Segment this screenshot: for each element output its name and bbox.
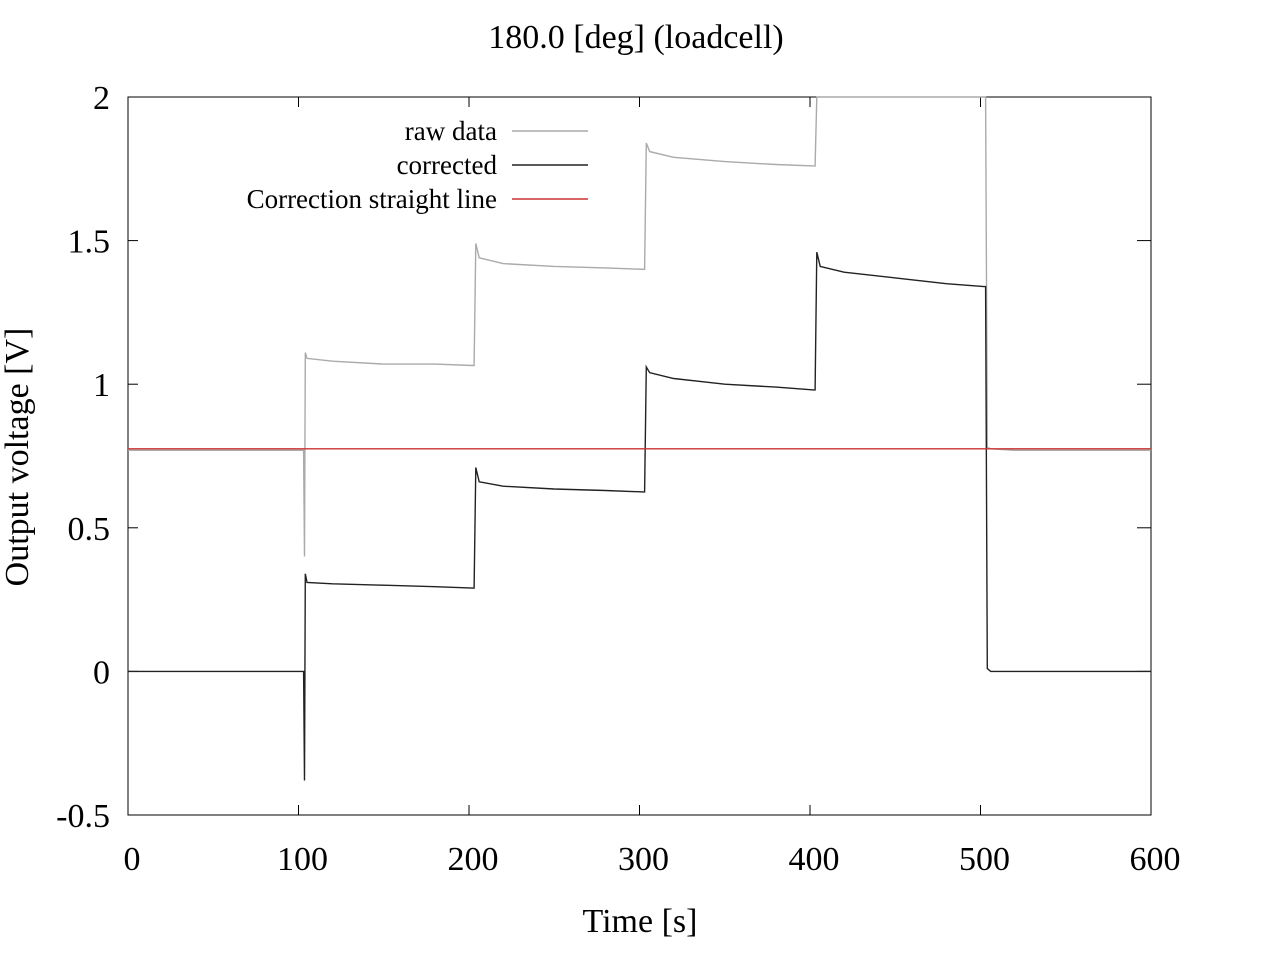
- y-tick-label: -0.5: [56, 798, 110, 835]
- y-axis-label: Output voltage [V]: [0, 328, 36, 587]
- x-tick-label: 100: [277, 841, 328, 878]
- legend-label: Correction straight line: [247, 184, 497, 214]
- x-axis-label: Time [s]: [583, 903, 698, 940]
- series-lines: [128, 96, 1151, 781]
- legend-label: raw data: [405, 116, 497, 146]
- y-tick-label: 0: [93, 654, 110, 691]
- series-line-0: [128, 96, 1151, 557]
- x-tick-label: 300: [618, 841, 669, 878]
- legend: raw data corrected Correction straight lin…: [247, 116, 588, 214]
- y-tick-label: 0.5: [68, 511, 111, 548]
- y-tick-label: 2: [93, 80, 110, 117]
- x-tick-label: 200: [448, 841, 499, 878]
- y-tick-label: 1.5: [68, 224, 111, 261]
- x-axis-ticks: 0 100 200 300 400 500 600: [124, 97, 1181, 878]
- x-tick-label: 400: [789, 841, 840, 878]
- x-tick-label: 500: [959, 841, 1010, 878]
- y-tick-label: 1: [93, 367, 110, 404]
- series-line-1: [128, 251, 1151, 781]
- legend-label: corrected: [397, 150, 498, 180]
- y-axis-ticks: -0.5 0 0.5 1 1.5 2: [56, 80, 1151, 835]
- x-tick-label: 600: [1130, 841, 1181, 878]
- chart-title: 180.0 [deg] (loadcell): [488, 19, 784, 56]
- x-tick-label: 0: [124, 841, 141, 878]
